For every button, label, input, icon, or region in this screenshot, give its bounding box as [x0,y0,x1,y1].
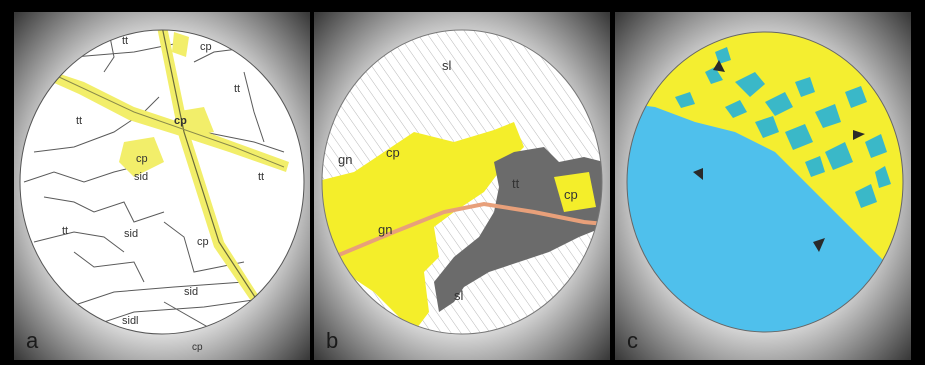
cp-inclusion [554,172,596,212]
label-tt-1: tt [122,35,128,47]
vein [333,201,602,259]
label-cp-1: cp [386,145,400,160]
label-cp-3: cp [136,153,148,165]
panel-letter-c: c [627,328,638,353]
label-sl-2: sl [454,288,464,303]
arrow-markers [693,60,865,252]
label-tt-3: tt [76,115,82,127]
fracture-line-2 [58,76,285,168]
label-cp-5: cp [192,342,203,353]
panel-c: c [615,12,911,360]
grain-boundaries [23,31,285,334]
panel-a: tt cp tt tt cp cp sid tt tt sid cp sid s… [14,12,310,360]
fracture-line [158,30,267,315]
panel-a-outline [19,29,305,335]
label-gn-2: gn [378,222,392,237]
panel-c-outline [626,31,904,333]
label-sl-1: sl [442,58,452,73]
blue-patches [675,47,891,208]
label-sid-2: sid [124,228,138,240]
panel-b-outline [321,29,603,335]
label-tt-5: tt [62,225,68,237]
yellow-region [322,122,524,332]
panel-a-drawing: tt cp tt tt cp cp sid tt tt sid cp sid s… [14,12,310,360]
panel-letter-b: b [326,328,339,353]
label-sidl: sidl [122,315,139,327]
panel-b: sl gn cp gn tt cp sl b [314,12,610,360]
label-gn-1: gn [338,152,352,167]
label-tt-4: tt [258,171,264,183]
label-tt-2: tt [234,83,240,95]
panel-c-drawing [615,12,911,360]
label-sid-1: sid [134,171,148,183]
panel-b-drawing: sl gn cp gn tt cp sl [314,12,610,360]
label-sid-3: sid [184,286,198,298]
label-cp-1: cp [200,41,212,53]
label-cp-4: cp [197,236,209,248]
label-cp-2: cp [564,187,578,202]
panel-letter-a: a [26,328,39,353]
label-cp-2: cp [174,115,187,127]
blue-domain [627,102,903,332]
label-tt: tt [512,176,520,191]
